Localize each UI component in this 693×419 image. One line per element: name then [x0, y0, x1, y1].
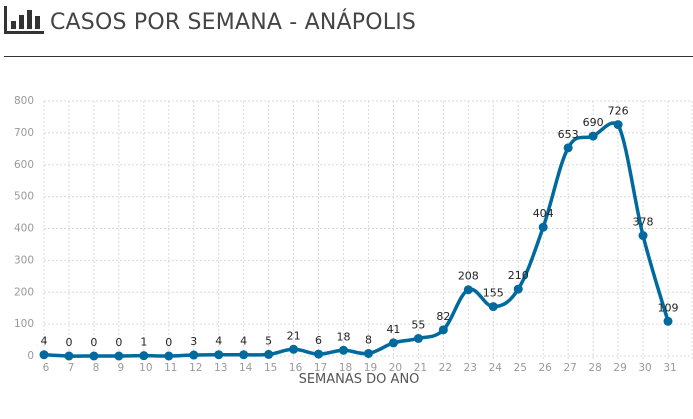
data-label: 726 [608, 105, 629, 118]
data-point [264, 349, 274, 359]
data-point [513, 284, 523, 294]
x-axis: 6 7 8 9 10 11 12 13 14 15 16 17 18 19 20 21 22 23 24 25 26 27… [43, 362, 677, 374]
data-label: 404 [533, 207, 554, 220]
data-label: 1 [140, 336, 147, 349]
data-point [89, 351, 99, 361]
data-point [64, 351, 74, 361]
data-point [189, 350, 199, 360]
x-tick-label: 17 [314, 362, 327, 374]
x-tick-label: 29 [613, 362, 626, 374]
data-point [39, 350, 49, 360]
x-tick-label: 23 [464, 362, 477, 374]
data-point [139, 351, 149, 361]
x-tick-label: 12 [189, 362, 202, 374]
data-label: 109 [658, 301, 679, 314]
x-tick-label: 6 [43, 362, 50, 374]
data-point [538, 222, 548, 232]
x-tick-label: 15 [264, 362, 277, 374]
data-label: 8 [365, 333, 372, 346]
x-tick-label: 22 [439, 362, 452, 374]
x-tick-label: 26 [539, 362, 553, 374]
page-title: CASOS POR SEMANA - ANÁPOLIS [50, 10, 417, 35]
x-axis-title: SEMANAS DO ANO [299, 372, 420, 387]
x-tick-label: 21 [414, 362, 427, 374]
data-label: 155 [483, 287, 504, 300]
data-point [239, 350, 249, 360]
grid [43, 100, 693, 360]
data-point [339, 345, 349, 355]
data-point [613, 120, 623, 130]
data-label: 0 [165, 336, 172, 349]
header-divider [4, 56, 693, 57]
data-label: 653 [558, 128, 579, 141]
x-tick-label: 11 [164, 362, 177, 374]
x-tick-label: 16 [289, 362, 303, 374]
series-line [42, 121, 670, 358]
data-point [363, 348, 373, 358]
data-point [463, 285, 473, 295]
x-tick-label: 31 [663, 362, 676, 374]
data-point [164, 351, 174, 361]
y-tick-label: 700 [14, 127, 34, 139]
data-label: 4 [41, 335, 48, 348]
data-label: 18 [337, 330, 351, 343]
data-label: 6 [315, 334, 322, 347]
data-point [214, 350, 224, 360]
y-tick-label: 0 [27, 350, 34, 362]
x-tick-label: 13 [214, 362, 227, 374]
y-tick-label: 600 [14, 159, 34, 171]
y-tick-label: 300 [14, 254, 34, 266]
y-tick-label: 500 [14, 191, 34, 203]
data-label: 3 [190, 335, 197, 348]
x-tick-label: 10 [139, 362, 152, 374]
data-label: 208 [458, 270, 479, 283]
data-points [39, 120, 673, 361]
data-label: 4 [215, 335, 222, 348]
x-tick-label: 25 [514, 362, 527, 374]
data-label: 55 [411, 318, 425, 331]
data-point [114, 351, 124, 361]
data-label: 5 [265, 334, 272, 347]
y-tick-label: 200 [14, 286, 34, 298]
data-point [314, 349, 324, 359]
data-label: 0 [90, 336, 97, 349]
data-label: 41 [386, 323, 400, 336]
x-tick-label: 24 [489, 362, 503, 374]
x-tick-label: 14 [239, 362, 253, 374]
data-label: 21 [287, 329, 301, 342]
data-label: 378 [633, 216, 654, 229]
chart-header: CASOS POR SEMANA - ANÁPOLIS [0, 0, 693, 58]
data-label: 82 [436, 310, 450, 323]
data-point [289, 344, 299, 354]
data-point [588, 131, 598, 141]
data-point [663, 316, 673, 326]
y-tick-label: 800 [14, 95, 34, 107]
x-tick-label: 30 [638, 362, 651, 374]
data-point [438, 325, 448, 335]
x-tick-label: 19 [364, 362, 377, 374]
data-label: 0 [115, 336, 122, 349]
data-label: 4 [240, 335, 247, 348]
data-point [563, 143, 573, 153]
data-point [413, 333, 423, 343]
data-point [488, 302, 498, 312]
x-tick-label: 8 [93, 362, 100, 374]
x-tick-label: 27 [563, 362, 576, 374]
y-axis: 0 100 200 300 400 500 600 700 800 [14, 95, 34, 362]
y-tick-label: 400 [14, 223, 34, 235]
x-tick-label: 28 [588, 362, 601, 374]
data-label: 690 [583, 116, 604, 129]
data-labels: 4 0 0 0 1 0 3 4 4 5 21 6 18 8 41 55 82 208 155 210 404 653 690… [41, 105, 679, 349]
data-point [388, 338, 398, 348]
y-tick-label: 100 [14, 318, 34, 330]
x-tick-label: 7 [68, 362, 75, 374]
data-label: 0 [65, 336, 72, 349]
bar-chart-icon [4, 6, 44, 34]
x-tick-label: 9 [118, 362, 125, 374]
data-point [638, 231, 648, 241]
data-label: 210 [508, 269, 529, 282]
x-tick-label: 18 [339, 362, 352, 374]
x-tick-label: 20 [389, 362, 402, 374]
